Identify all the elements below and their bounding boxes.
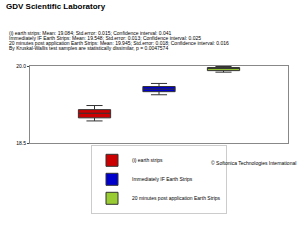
svg-text:(i) earth strips: Mean: 19.084: (i) earth strips: Mean: 19.084; Std.erro…	[9, 30, 172, 36]
svg-text:20 minutes post application Ea: 20 minutes post application Earth Strips	[132, 195, 221, 201]
svg-text:© Softonica Technologies Inter: © Softonica Technologies International	[211, 160, 296, 166]
svg-text:Immediately IF Earth Strips: M: Immediately IF Earth Strips: Mean: 19.54…	[9, 35, 201, 41]
svg-text:20.0: 20.0	[16, 63, 26, 69]
svg-text:20 minutes post application Ea: 20 minutes post application Earth Strips…	[9, 40, 229, 46]
svg-text:By Kruskal-Wallis test samples: By Kruskal-Wallis test samples are stati…	[9, 45, 168, 51]
svg-text:(i) earth strips: (i) earth strips	[132, 157, 163, 163]
svg-text:Immediately IF Earth Strips: Immediately IF Earth Strips	[132, 176, 193, 182]
svg-text:18.5: 18.5	[16, 140, 26, 146]
svg-text:GDV Scientific Laboratory: GDV Scientific Laboratory	[6, 2, 106, 11]
